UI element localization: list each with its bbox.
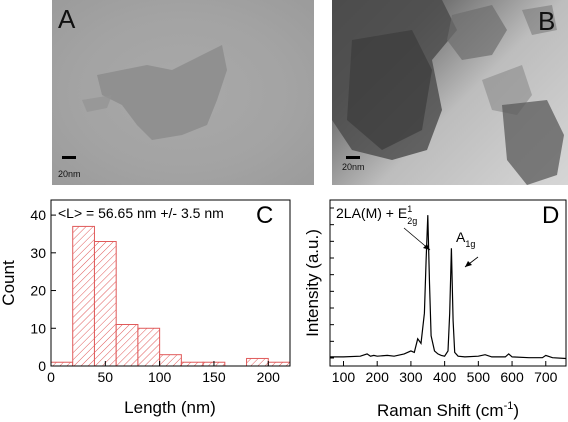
peak-label-e2g: 2LA(M) + E1 2g	[336, 204, 417, 226]
histogram-bar	[115, 324, 139, 367]
y-axis-label-d: Intensity (a.u.)	[303, 229, 322, 337]
histogram-bar	[50, 361, 74, 367]
histogram-bar	[180, 361, 204, 367]
y-tick-label: 30	[30, 245, 46, 261]
y-tick-label: 0	[38, 358, 46, 374]
peak-arrowhead-a1g	[465, 261, 472, 267]
scale-label-a: 20nm	[58, 169, 81, 179]
x-tick-label: 50	[98, 369, 114, 385]
histogram-frame	[50, 199, 291, 367]
y-tick-label: 20	[30, 283, 46, 299]
y-axis-label-c: Count	[0, 260, 18, 306]
y-tick-label: 40	[30, 207, 46, 223]
histogram-bar	[246, 357, 269, 367]
x-tick-label: 150	[202, 369, 226, 385]
tem-b-particles	[332, 0, 564, 185]
mean-length-annotation: <L> = 56.65 nm +/- 3.5 nm	[58, 205, 224, 221]
histogram-bar	[72, 225, 95, 367]
scale-label-b: 20nm	[342, 162, 365, 172]
tem-a-particle	[82, 45, 227, 140]
tem-image-b: B 20nm	[332, 0, 568, 185]
x-tick-label: 100	[148, 369, 172, 385]
tem-image-a: A 20nm	[52, 0, 314, 185]
histogram-bar	[267, 361, 291, 367]
x-tick-label: 400	[433, 369, 457, 385]
x-tick-label: 0	[47, 369, 55, 385]
scale-bar-b	[346, 156, 360, 159]
y-tick-label: 10	[30, 320, 46, 336]
x-tick-label: 700	[534, 369, 558, 385]
panel-label-b: B	[538, 6, 556, 36]
x-axis-label-d: Raman Shift (cm-1)	[377, 400, 519, 420]
x-tick-label: 100	[332, 369, 356, 385]
panel-label-c: C	[256, 202, 273, 229]
panel-label-a: A	[58, 4, 76, 34]
x-tick-label: 500	[467, 369, 491, 385]
histogram-bar	[159, 354, 182, 367]
scale-bar-a	[62, 156, 76, 159]
length-histogram: 0 50 100 150 200 0 10 20 30 40 <L> = 56.65 nm +/-…	[0, 199, 291, 417]
spectrum-line	[330, 215, 567, 360]
peak-label-a1g: A1g	[456, 229, 475, 249]
histogram-bar	[93, 241, 117, 367]
panel-label-d: D	[542, 202, 559, 229]
raman-spectrum: 100 200 300 400 500 600 700 2LA(M) + E1 2g A1g …	[303, 199, 567, 420]
spectrum-frame	[329, 199, 567, 367]
x-tick-label: 600	[500, 369, 524, 385]
x-tick-label: 300	[399, 369, 423, 385]
x-tick-label: 200	[366, 369, 390, 385]
peak-arrowhead-e2g	[423, 244, 430, 250]
histogram-bar	[137, 327, 161, 367]
x-axis-label-c: Length (nm)	[124, 398, 216, 417]
x-tick-label: 200	[257, 369, 281, 385]
